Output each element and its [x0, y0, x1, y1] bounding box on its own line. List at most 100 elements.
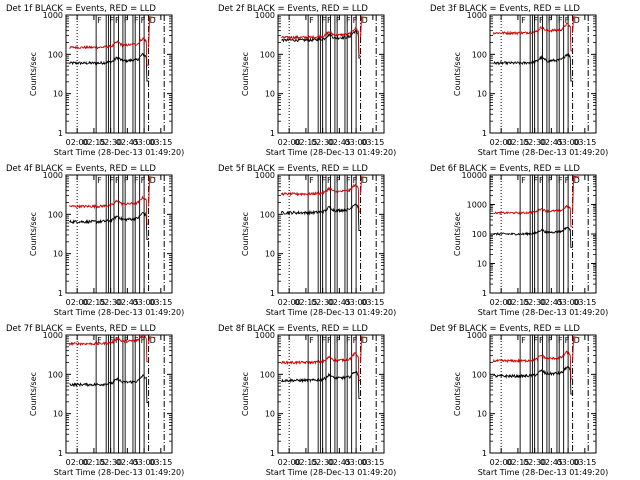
- plot-frame: [65, 14, 173, 134]
- y-tick-label: 100: [260, 210, 275, 219]
- end-flag-label: D: [574, 16, 580, 25]
- x-tick-label: 02:00: [66, 298, 89, 307]
- flag-label: F: [539, 16, 544, 25]
- plot-frame: [277, 334, 385, 454]
- x-tick-label: 02:45: [116, 458, 139, 467]
- series-lld-spike: [572, 16, 580, 33]
- flag-label: F: [336, 176, 341, 185]
- panel-title: Det 2f BLACK = Events, RED = LLD: [218, 4, 368, 14]
- y-tick-label: 1000: [255, 331, 275, 340]
- flag-label: F: [97, 16, 102, 25]
- y-tick-label: 1000: [255, 171, 275, 180]
- series-lld-line: [69, 37, 149, 66]
- x-tick-label: 02:30: [99, 458, 122, 467]
- x-tick-label: 03:15: [149, 298, 172, 307]
- flag-label: F: [327, 16, 332, 25]
- series-lld-spike: [148, 16, 156, 48]
- x-tick-label: 02:45: [328, 138, 351, 147]
- y-tick-label: 1: [270, 129, 275, 138]
- flag-label: F: [321, 176, 326, 185]
- flag-label: F: [109, 336, 114, 345]
- flag-label: F: [134, 16, 139, 25]
- x-tick-label: 02:15: [82, 298, 105, 307]
- x-tick-label: 02:45: [540, 458, 563, 467]
- flag-label: F: [533, 336, 538, 345]
- x-axis-label: Start Time (28-Dec-13 01:49:20): [54, 148, 185, 157]
- flag-label: F: [346, 16, 351, 25]
- y-tick-label: 100: [472, 230, 487, 239]
- end-flag-label: D: [362, 16, 368, 25]
- flag-label: F: [521, 176, 526, 185]
- x-tick-label: 02:15: [506, 298, 529, 307]
- x-tick-label: 02:45: [328, 298, 351, 307]
- flag-label: F: [327, 336, 332, 345]
- y-tick-label: 10000: [462, 171, 487, 180]
- y-tick-label: 100: [472, 50, 487, 59]
- flag-label: F: [115, 176, 120, 185]
- x-tick-label: 02:45: [116, 138, 139, 147]
- panel-5: Det 5f BLACK = Events, RED = LLD 1 10 100 10…: [218, 164, 396, 317]
- x-axis-label: Start Time (28-Dec-13 01:49:20): [478, 308, 609, 317]
- series-lld-line: [280, 352, 361, 381]
- y-axis-label: Counts/sec: [29, 52, 38, 96]
- panel-3: Det 3f BLACK = Events, RED = LLD 1 10 100 10…: [430, 4, 608, 157]
- y-tick-label: 10: [53, 250, 63, 259]
- flag-label: F: [346, 176, 351, 185]
- y-axis-label: Counts/sec: [29, 372, 38, 416]
- x-axis-label: Start Time (28-Dec-13 01:49:20): [266, 468, 397, 477]
- x-tick-label: 02:30: [523, 298, 546, 307]
- y-tick-label: 100: [260, 50, 275, 59]
- plot-frame: [65, 174, 173, 294]
- x-tick-label: 03:00: [133, 298, 156, 307]
- x-axis-label: Start Time (28-Dec-13 01:49:20): [266, 148, 397, 157]
- x-axis-label: Start Time (28-Dec-13 01:49:20): [478, 148, 609, 157]
- x-tick-label: 02:30: [311, 298, 334, 307]
- flag-label: F: [141, 336, 146, 345]
- x-tick-label: 03:00: [557, 138, 580, 147]
- y-tick-label: 1: [270, 449, 275, 458]
- y-axis-label: Counts/sec: [29, 212, 38, 256]
- end-flag-label: D: [574, 176, 580, 185]
- series-lld-spike: [572, 175, 580, 213]
- flag-label: F: [141, 16, 146, 25]
- x-tick-label: 03:15: [573, 138, 596, 147]
- x-tick-label: 02:00: [490, 458, 513, 467]
- x-tick-label: 03:00: [345, 298, 368, 307]
- x-tick-label: 02:15: [82, 138, 105, 147]
- series-lld-line: [493, 204, 573, 227]
- series-lld-line: [281, 26, 361, 56]
- flag-label: F: [353, 336, 358, 345]
- y-tick-label: 10: [265, 250, 275, 259]
- panel-6: Det 6f BLACK = Events, RED = LLD 1 10 100 10…: [430, 164, 608, 317]
- panel-title: Det 8f BLACK = Events, RED = LLD: [218, 324, 368, 334]
- panel-2: Det 2f BLACK = Events, RED = LLD 1 10 100 10…: [218, 4, 396, 157]
- flag-label: F: [321, 16, 326, 25]
- y-tick-label: 10: [265, 90, 275, 99]
- series-lld-line: [68, 195, 149, 225]
- panel-1: Det 1f BLACK = Events, RED = LLD 1 10 100 10…: [6, 4, 184, 157]
- x-axis-label: Start Time (28-Dec-13 01:49:20): [54, 468, 185, 477]
- x-tick-label: 03:15: [361, 298, 384, 307]
- flag-label: F: [115, 16, 120, 25]
- flag-label: F: [565, 16, 570, 25]
- y-tick-label: 1000: [255, 11, 275, 20]
- plot-frame: [489, 334, 597, 454]
- flag-label: F: [109, 16, 114, 25]
- series-lld-spike: [148, 176, 156, 207]
- x-tick-label: 02:00: [490, 298, 513, 307]
- flag-label: F: [141, 176, 146, 185]
- end-flag-label: D: [150, 176, 156, 185]
- series-events-line: [280, 203, 361, 232]
- panel-title: Det 1f BLACK = Events, RED = LLD: [6, 4, 156, 14]
- x-tick-label: 03:15: [149, 138, 172, 147]
- flag-label: F: [336, 16, 341, 25]
- panel-title: Det 5f BLACK = Events, RED = LLD: [218, 164, 368, 174]
- flag-label: F: [565, 176, 570, 185]
- flag-label: F: [565, 336, 570, 345]
- x-tick-label: 03:00: [133, 138, 156, 147]
- y-tick-label: 1: [58, 449, 63, 458]
- x-axis-label: Start Time (28-Dec-13 01:49:20): [54, 308, 185, 317]
- end-flag-label: D: [362, 176, 368, 185]
- plot-frame: [489, 14, 597, 134]
- series-events-line: [281, 370, 361, 399]
